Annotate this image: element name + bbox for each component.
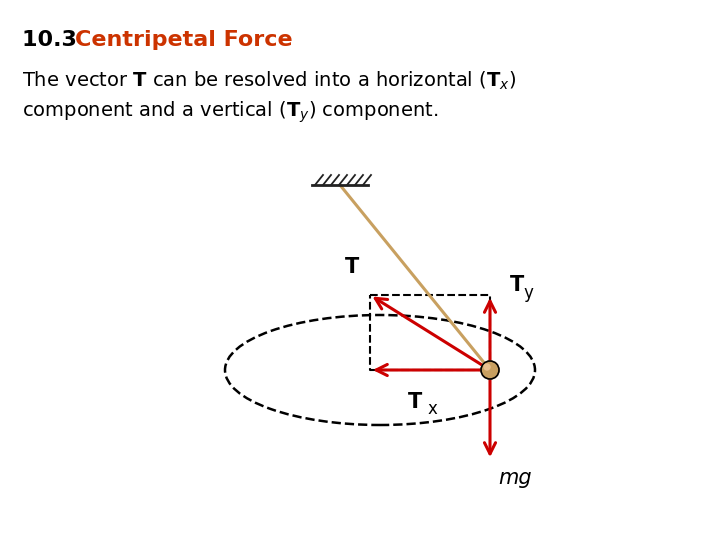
Text: mg: mg: [498, 468, 531, 488]
Text: T: T: [345, 257, 359, 277]
Circle shape: [481, 361, 499, 379]
Text: Centripetal Force: Centripetal Force: [75, 30, 292, 50]
Text: component and a vertical ($\mathbf{T}_y$) component.: component and a vertical ($\mathbf{T}_y$…: [22, 100, 438, 125]
Text: y: y: [523, 284, 533, 302]
Text: x: x: [428, 400, 438, 418]
Text: T: T: [510, 275, 524, 295]
Text: The vector $\mathbf{T}$ can be resolved into a horizontal ($\mathbf{T}_x$): The vector $\mathbf{T}$ can be resolved …: [22, 70, 516, 92]
Text: 10.3: 10.3: [22, 30, 85, 50]
Circle shape: [484, 364, 490, 370]
Text: T: T: [408, 392, 422, 412]
